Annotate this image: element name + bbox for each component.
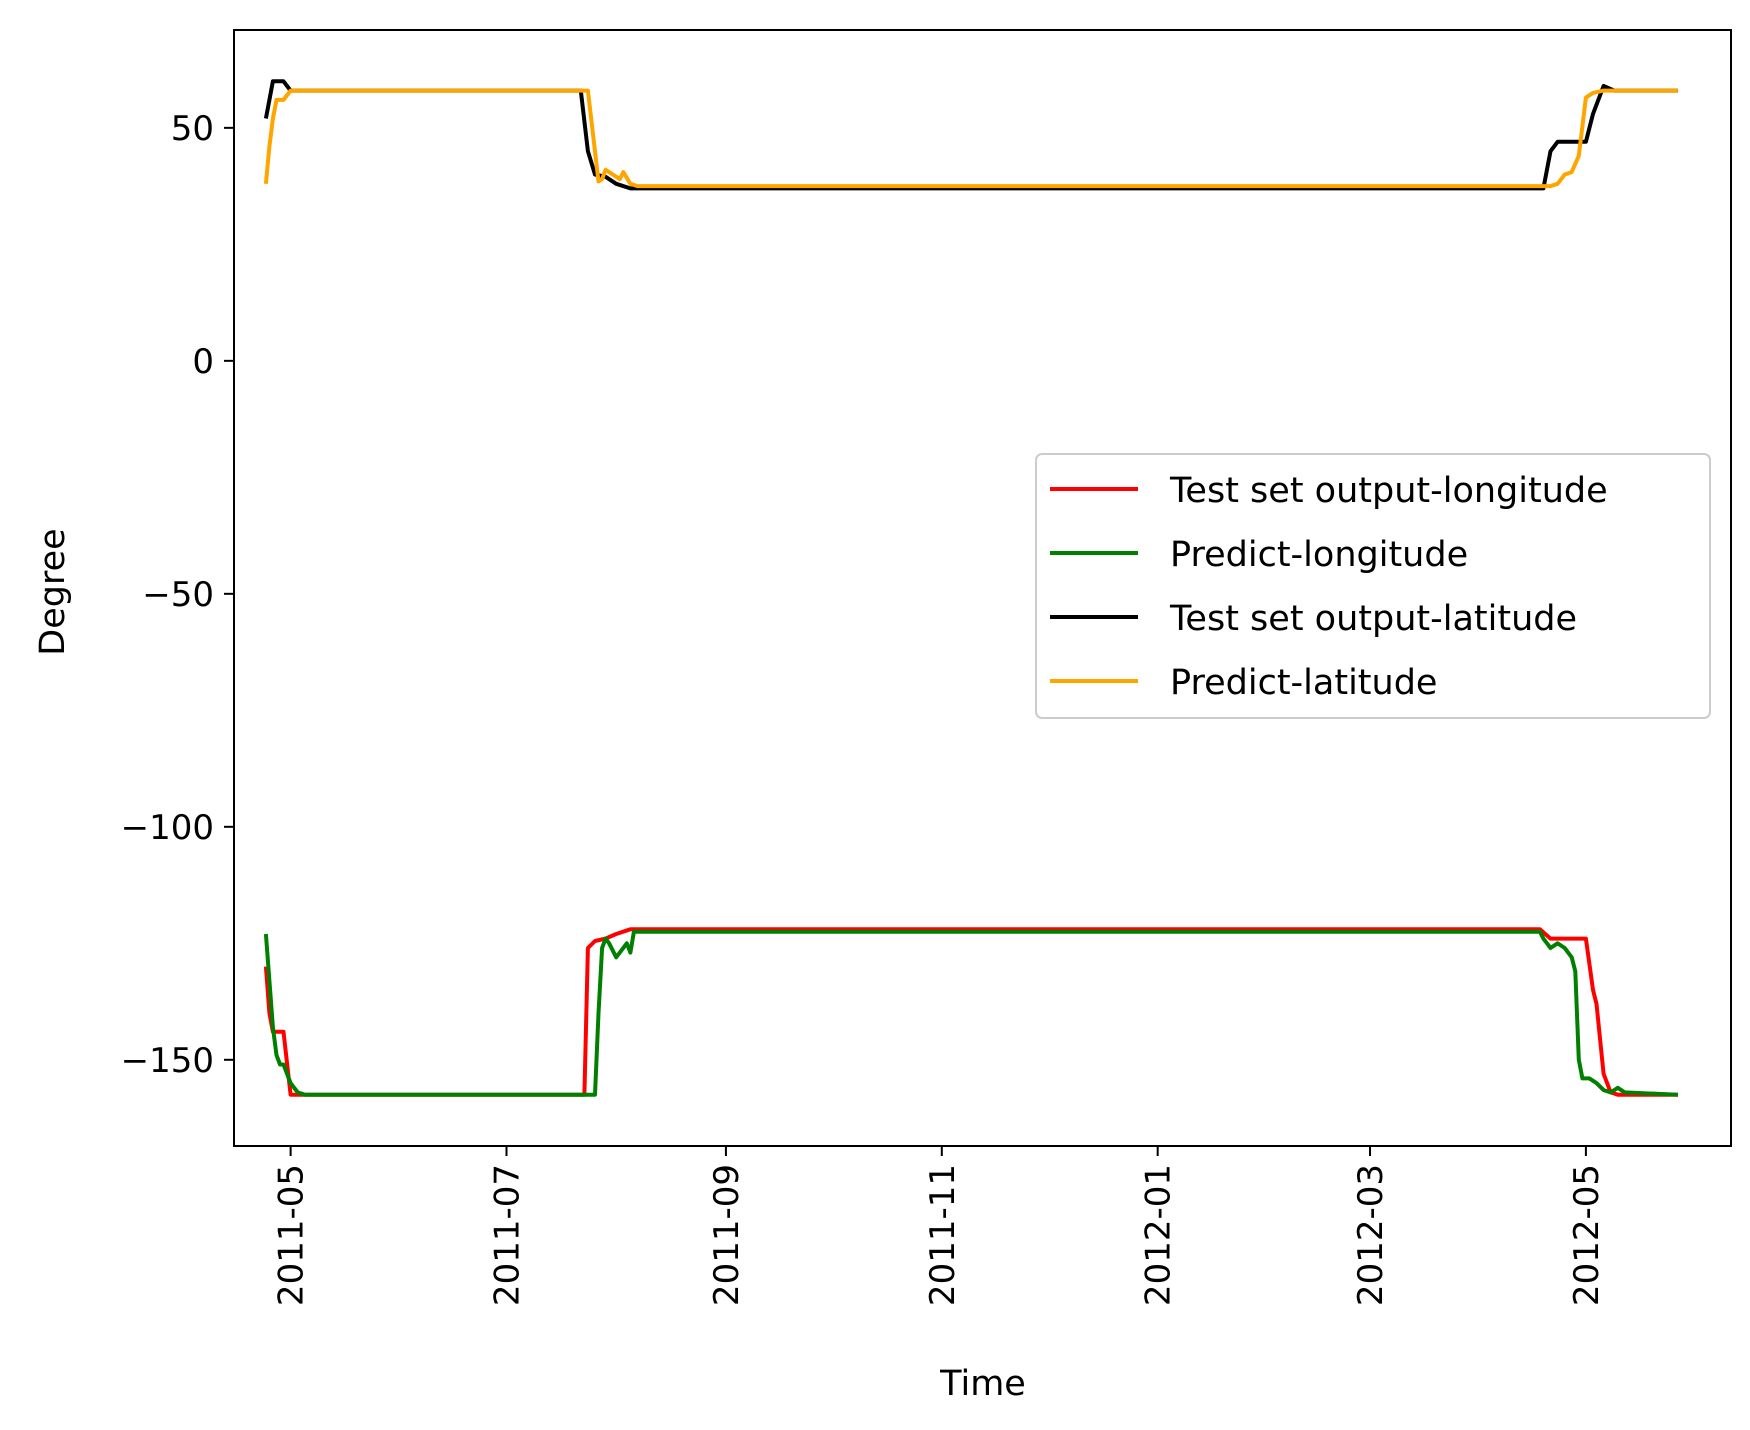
legend-frame [1035, 453, 1711, 719]
y-tick-label: 50 [171, 109, 214, 149]
x-axis-label: Time [939, 1364, 1026, 1404]
x-tick-label: 2012-05 [1567, 1164, 1607, 1306]
x-tick-label: 2012-03 [1351, 1164, 1391, 1306]
x-tick-label: 2012-01 [1139, 1164, 1179, 1306]
x-tick-label: 2011-09 [707, 1164, 747, 1306]
y-tick-label: −50 [142, 575, 214, 615]
legend: Test set output-longitude Predict-longit… [1035, 453, 1711, 719]
series-layer [263, 79, 1678, 1097]
x-tick-label: 2011-05 [272, 1164, 312, 1306]
x-axis: 2011-05 2011-07 2011-09 2011-11 2012-01 2012-… [272, 1146, 1607, 1306]
y-axis: 50 0 −50 −100 −150 [121, 109, 234, 1081]
series-line-0 [263, 927, 1678, 1097]
legend-label-test-latitude: Test set output-latitude [1169, 599, 1577, 639]
x-tick-label: 2011-11 [923, 1164, 963, 1306]
y-tick-label: −100 [121, 808, 214, 848]
x-tick-label: 2011-07 [488, 1164, 528, 1306]
legend-label-predict-latitude: Predict-latitude [1170, 663, 1437, 703]
y-tick-label: −150 [121, 1041, 214, 1081]
plot-frame [233, 29, 1732, 1147]
y-tick-label: 0 [192, 342, 214, 382]
series-line-3 [263, 88, 1678, 189]
series-line-1 [263, 929, 1678, 1097]
legend-label-test-longitude: Test set output-longitude [1169, 471, 1608, 511]
legend-label-predict-longitude: Predict-longitude [1170, 535, 1468, 575]
y-axis-label: Degree [33, 528, 73, 655]
